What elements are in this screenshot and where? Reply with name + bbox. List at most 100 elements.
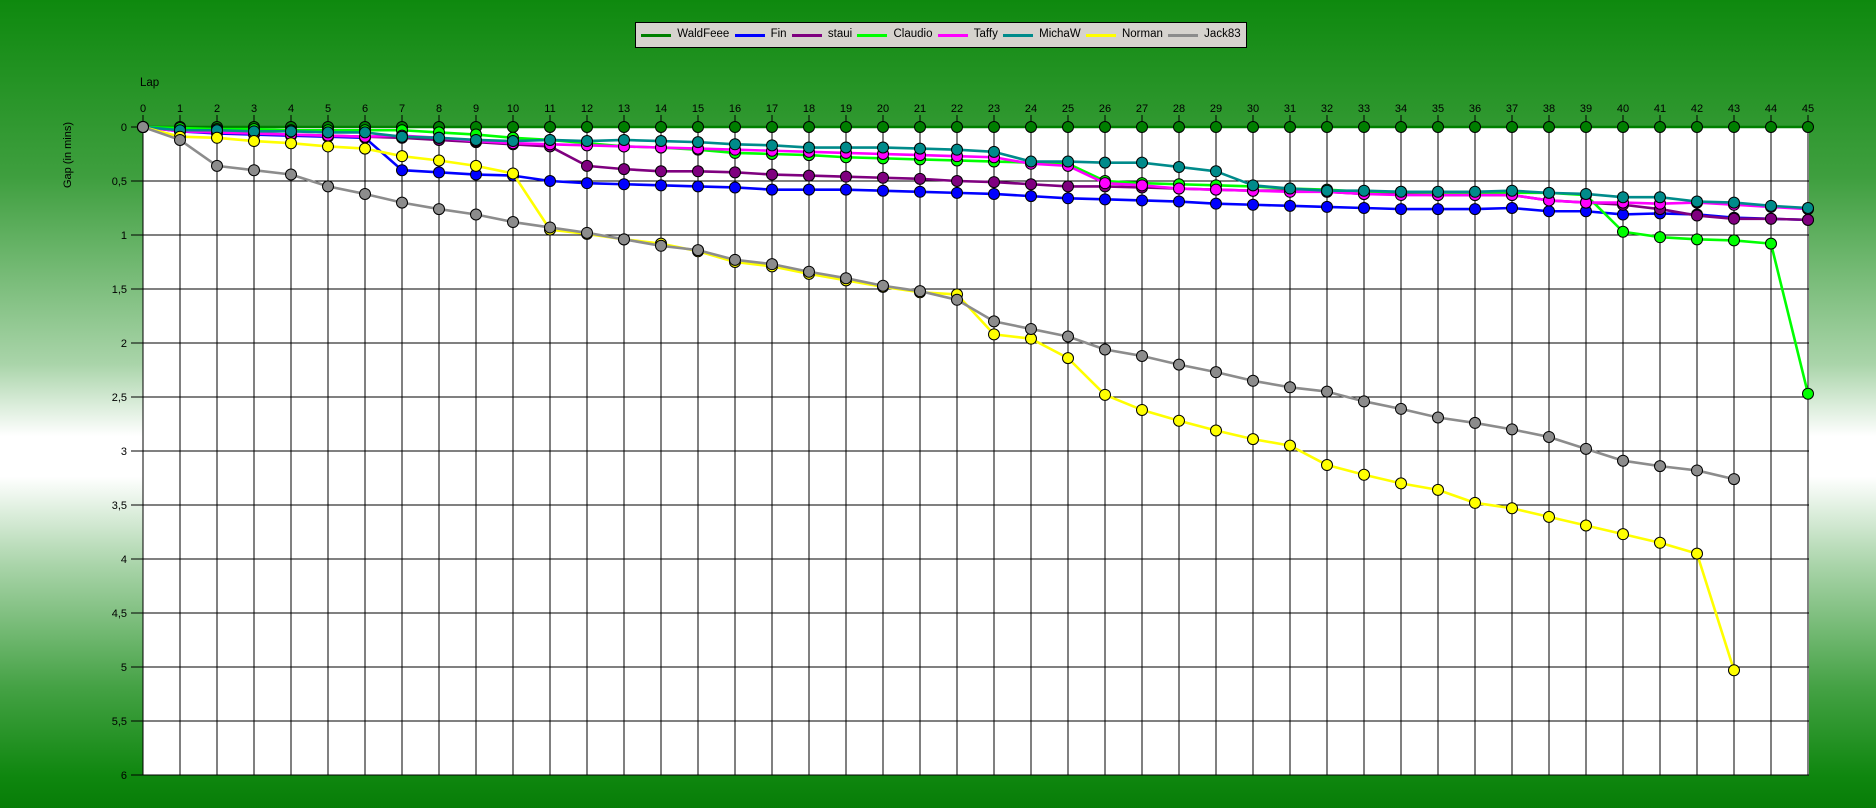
- gridlines: [131, 115, 1809, 776]
- data-point: [877, 171, 889, 184]
- data-point: [507, 216, 519, 229]
- data-point: [507, 121, 519, 133]
- data-point: [1728, 121, 1740, 133]
- data-point: [1654, 191, 1666, 204]
- data-point: [507, 167, 519, 180]
- data-point: [692, 180, 704, 193]
- axis-tick-labels: 0 1 2 3 4 5 6 7 8 9 10 11 12 13 14 15 16 17 18 19 20 21 22 23 24…: [112, 103, 1814, 782]
- data-point: [1543, 510, 1555, 523]
- data-point: [1136, 403, 1148, 416]
- data-point: [1321, 200, 1333, 213]
- data-point: [285, 125, 297, 138]
- data-point: [544, 133, 556, 146]
- legend-item-Norman[interactable]: Norman: [1085, 28, 1163, 41]
- data-point: [1025, 121, 1037, 133]
- data-point: [1173, 414, 1185, 427]
- data-point: [840, 141, 852, 154]
- legend-label: Fin: [770, 28, 787, 41]
- data-point: [581, 135, 593, 148]
- legend-item-MichaW[interactable]: MichaW: [1003, 29, 1081, 41]
- data-point: [1395, 402, 1407, 415]
- data-point: [618, 178, 630, 191]
- data-point: [1173, 358, 1185, 371]
- data-point: [655, 135, 667, 148]
- data-point: [1469, 121, 1481, 133]
- data-point: [285, 168, 297, 181]
- data-point: [914, 285, 926, 298]
- data-point: [211, 131, 223, 144]
- legend-line-sample: [734, 33, 765, 37]
- data-point: [137, 121, 149, 133]
- data-point: [1358, 468, 1370, 481]
- legend-item-Jack83[interactable]: Jack83: [1168, 29, 1241, 41]
- x-tick-label: 12: [581, 103, 593, 115]
- data-point: [1691, 233, 1703, 246]
- data-point: [1506, 202, 1518, 214]
- data-point: [322, 180, 334, 193]
- data-point: [1358, 395, 1370, 408]
- data-point: [1617, 454, 1629, 467]
- legend-label: Taffy: [973, 28, 998, 41]
- data-point: [285, 137, 297, 150]
- x-tick-label: 19: [840, 103, 852, 115]
- data-point: [1062, 330, 1074, 343]
- data-point: [803, 121, 815, 133]
- legend-item-WaldFeee[interactable]: WaldFeee: [641, 29, 729, 41]
- series-line: [142, 125, 1809, 210]
- x-tick-label: 18: [803, 103, 815, 115]
- legend-item-Fin[interactable]: Fin: [734, 28, 787, 41]
- data-point: [1543, 430, 1555, 443]
- legend-item-Taffy[interactable]: Taffy: [937, 28, 998, 41]
- data-point: [248, 164, 260, 177]
- data-point: [1136, 194, 1148, 207]
- data-point: [470, 208, 482, 221]
- data-point: [1136, 121, 1148, 133]
- x-tick-label: 31: [1284, 103, 1296, 115]
- data-point: [1173, 182, 1185, 195]
- data-point: [1099, 193, 1111, 206]
- data-point: [1173, 121, 1185, 133]
- data-point: [396, 196, 408, 209]
- data-point: [1321, 459, 1333, 472]
- data-point: [1728, 234, 1740, 247]
- x-tick-label: 44: [1765, 103, 1777, 115]
- x-tick-label: 8: [436, 103, 442, 115]
- data-point: [655, 179, 667, 192]
- data-point: [766, 258, 778, 271]
- data-point: [1506, 423, 1518, 436]
- data-point: [1062, 155, 1074, 168]
- data-point: [1284, 182, 1296, 195]
- data-point: [988, 187, 1000, 200]
- legend-item-Claudio[interactable]: Claudio: [857, 29, 932, 41]
- x-tick-label: 27: [1136, 103, 1148, 115]
- x-tick-label: 17: [766, 103, 778, 115]
- data-point: [359, 187, 371, 200]
- data-point: [1173, 160, 1185, 173]
- data-point: [803, 169, 815, 182]
- x-tick-label: 21: [914, 103, 926, 115]
- data-point: [655, 121, 667, 133]
- data-point: [1099, 156, 1111, 169]
- data-point: [174, 133, 186, 146]
- data-point: [433, 131, 445, 144]
- x-tick-label: 6: [362, 103, 368, 115]
- data-point: [655, 165, 667, 178]
- data-point: [1506, 184, 1518, 197]
- legend-label: Norman: [1121, 28, 1163, 41]
- x-tick-label: 35: [1432, 103, 1444, 115]
- legend-item-staui[interactable]: staui: [791, 29, 852, 41]
- data-point: [1173, 195, 1185, 208]
- data-point: [1432, 121, 1444, 133]
- data-point: [1469, 416, 1481, 429]
- data-point: [1358, 184, 1370, 197]
- x-tick-label: 43: [1728, 103, 1740, 115]
- data-point: [692, 244, 704, 257]
- x-tick-label: 15: [692, 103, 704, 115]
- data-point: [877, 141, 889, 154]
- data-point: [396, 150, 408, 163]
- data-point: [1284, 381, 1296, 394]
- data-point: [1432, 483, 1444, 496]
- data-point: [322, 126, 334, 139]
- data-point: [1580, 442, 1592, 455]
